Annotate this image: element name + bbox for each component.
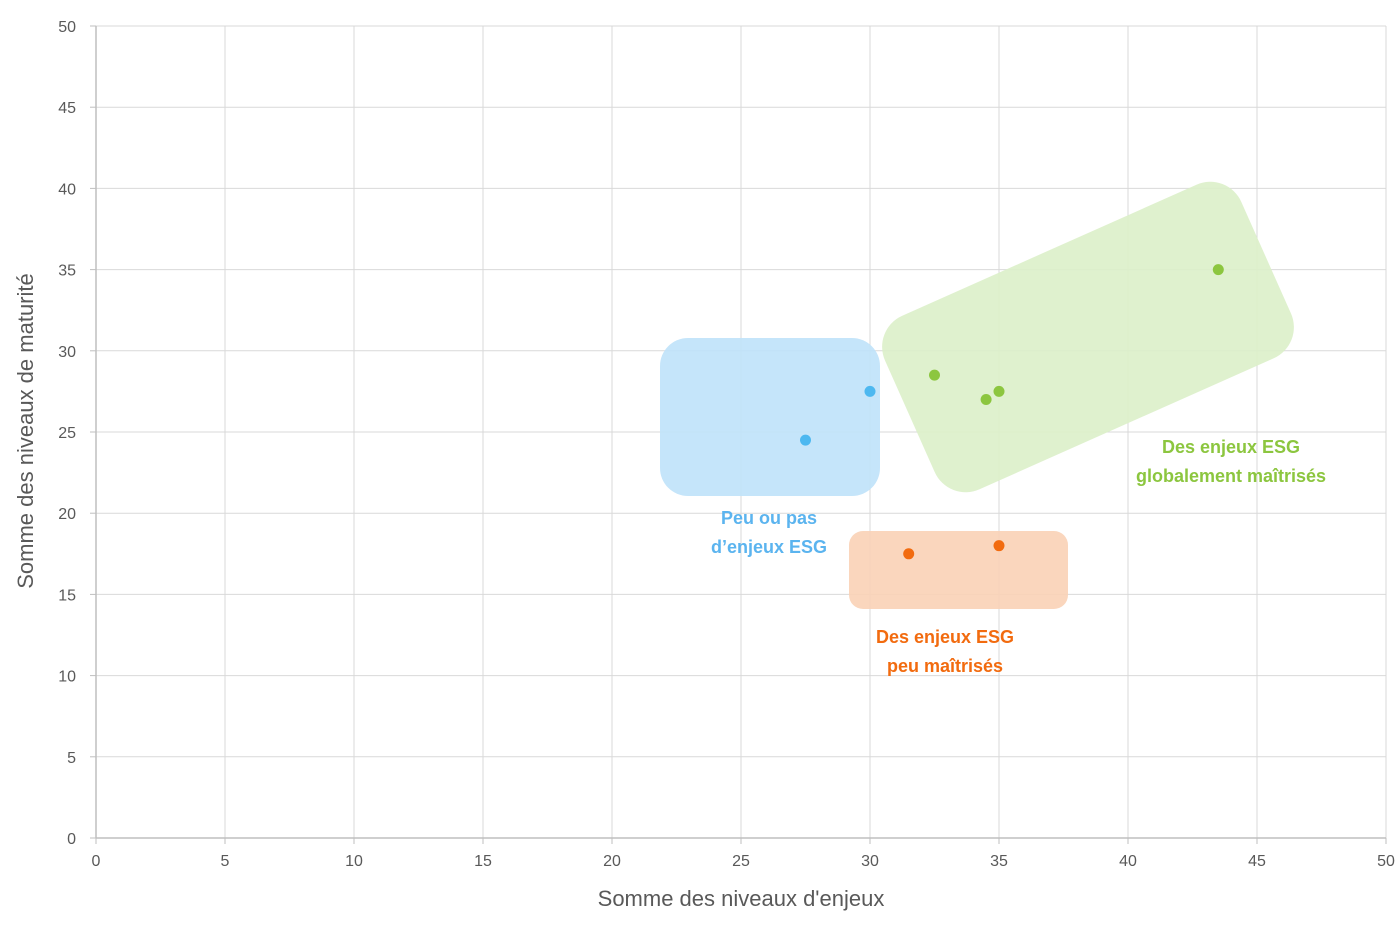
cluster-regions (660, 181, 1294, 609)
y-tick-label: 30 (58, 344, 76, 361)
data-point (993, 385, 1005, 397)
blue-cluster-region (660, 338, 880, 496)
data-point (980, 394, 992, 406)
x-tick-label: 45 (1248, 853, 1266, 870)
y-tick-label: 15 (58, 587, 76, 604)
data-point (864, 385, 876, 397)
data-points (800, 264, 1224, 560)
y-tick-label: 50 (58, 19, 76, 36)
data-point (929, 369, 940, 381)
y-tick-label: 10 (58, 669, 76, 686)
data-point (993, 540, 1005, 552)
data-point (800, 434, 811, 446)
grid-layer (96, 25, 1387, 838)
y-axis-title: Somme des niveaux de maturité (13, 273, 38, 589)
x-tick-label: 0 (92, 853, 101, 870)
x-tick-label: 30 (861, 853, 879, 870)
x-tick-label: 35 (990, 853, 1008, 870)
orange-cluster-region (849, 531, 1068, 609)
y-tick-label: 45 (58, 100, 76, 117)
x-tick-label: 20 (603, 853, 621, 870)
y-tick-label: 35 (58, 263, 76, 280)
axes (90, 25, 1387, 844)
x-tick-label: 40 (1119, 853, 1137, 870)
green-cluster-label: Des enjeux ESG globalement maîtrisés (1136, 437, 1326, 486)
green-cluster-region (882, 181, 1294, 493)
x-tick-label: 5 (221, 853, 230, 870)
orange-cluster-label: Des enjeux ESG peu maîtrisés (876, 627, 1014, 676)
y-tick-label: 5 (67, 750, 76, 767)
tick-labels: 0 5 10 15 20 25 30 35 40 45 50 0 5 10 15 20 25 30 35 40 45 50 (58, 19, 1395, 870)
x-tick-label: 15 (474, 853, 492, 870)
x-tick-label: 50 (1377, 853, 1395, 870)
y-tick-label: 0 (67, 831, 76, 848)
data-point (1212, 264, 1224, 276)
cluster-labels: Peu ou pas d’enjeux ESG Des enjeux ESG glob… (711, 437, 1326, 676)
y-tick-label: 25 (58, 425, 76, 442)
y-tick-label: 20 (58, 506, 76, 523)
x-axis-title: Somme des niveaux d'enjeux (598, 886, 885, 911)
x-tick-label: 25 (732, 853, 750, 870)
y-tick-label: 40 (58, 181, 76, 198)
blue-cluster-label: Peu ou pas d’enjeux ESG (711, 508, 827, 557)
x-tick-label: 10 (345, 853, 363, 870)
data-point (903, 548, 915, 560)
